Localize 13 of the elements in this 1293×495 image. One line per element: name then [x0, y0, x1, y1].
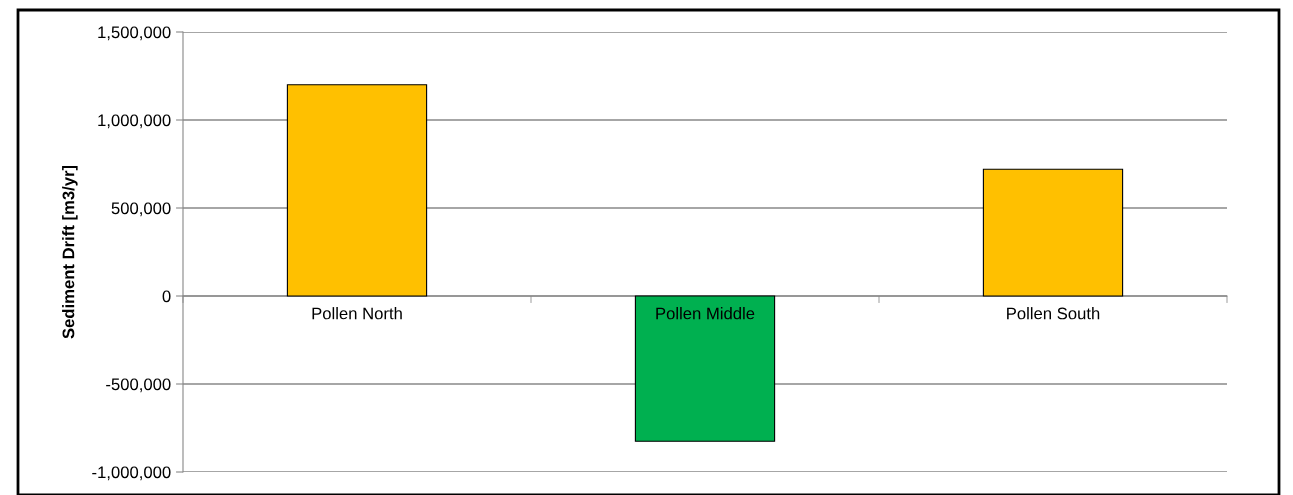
bar [634, 295, 776, 442]
x-tick-label: Pollen South [1007, 307, 1100, 320]
bar [286, 84, 428, 297]
x-tick-label: Pollen North [312, 307, 402, 320]
bar [982, 168, 1124, 297]
y-tick-label: 0 [162, 290, 171, 303]
y-tick-label: 500,000 [111, 202, 171, 217]
y-axis-title: Sediment Drift [m3/yr] [62, 165, 78, 339]
y-tick-label: 1,500,000 [98, 26, 171, 41]
x-tick-label: Pollen Middle [656, 307, 755, 320]
y-tick-label: -500,000 [106, 378, 171, 393]
y-tick-label: -1,000,000 [92, 466, 171, 481]
y-tick-label: 1,000,000 [98, 114, 171, 129]
